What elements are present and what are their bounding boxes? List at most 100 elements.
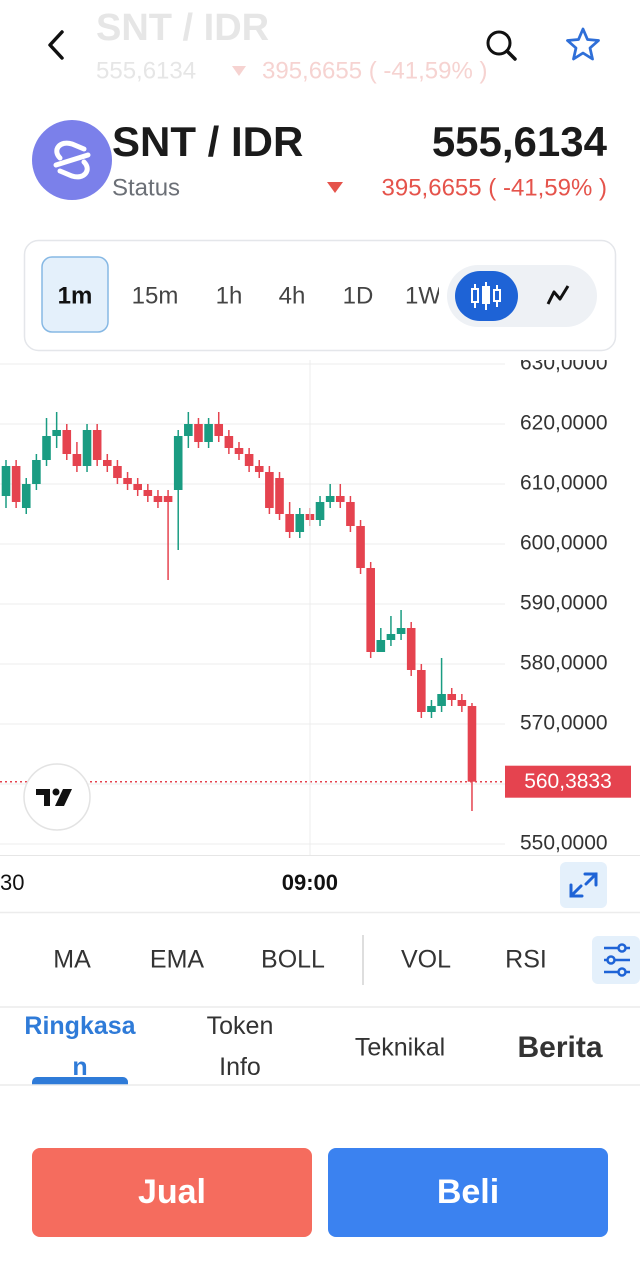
y-tick-label: 630,0000: [520, 352, 608, 375]
candle-body: [457, 700, 467, 706]
tab-label: Token Info: [206, 1012, 274, 1081]
candle-body: [376, 640, 386, 652]
candle-body: [52, 430, 61, 436]
candle-body: [103, 460, 112, 466]
expand-button[interactable]: [560, 862, 607, 908]
candle-body: [325, 496, 335, 502]
candle-body: [42, 436, 51, 460]
candle-body: [315, 502, 325, 520]
candle-body: [285, 514, 294, 532]
y-tick-label: 610,0000: [520, 472, 608, 495]
last-price-label: 560,3833: [524, 770, 612, 793]
candle-body: [265, 472, 274, 508]
top-price: 555,6134: [96, 57, 196, 84]
y-tick-label: 550,0000: [520, 832, 608, 855]
sell-button[interactable]: [32, 1148, 312, 1237]
candle-body: [386, 634, 396, 640]
candle-body: [295, 514, 305, 532]
candle-body: [234, 448, 244, 454]
y-tick-label: 580,0000: [520, 652, 608, 675]
timeframe[interactable]: 1W: [405, 282, 441, 309]
tab[interactable]: Ringkasan: [16, 1006, 144, 1080]
candle-body: [244, 454, 254, 466]
tab[interactable]: Teknikal: [355, 1034, 445, 1062]
candle-body: [346, 502, 355, 526]
timeframe[interactable]: 1m: [58, 282, 93, 309]
candle-body: [92, 430, 102, 460]
down-arrow: [327, 182, 343, 193]
indicator[interactable]: BOLL: [261, 946, 325, 974]
top-down-arrow: [232, 66, 246, 76]
pair-title: SNT / IDR: [112, 118, 303, 165]
candle-body: [72, 454, 82, 466]
candle-body: [204, 424, 213, 442]
x-tick-label: 30: [0, 870, 24, 895]
y-tick-label: 620,0000: [520, 412, 608, 435]
sell-label: Jual: [138, 1173, 206, 1211]
timeframe-selected: [41, 256, 109, 333]
chart: 550,0000560,0000570,0000580,0000590,0000…: [0, 352, 631, 895]
candle-body: [82, 430, 92, 466]
search-button[interactable]: [486, 30, 517, 61]
candle-body: [437, 694, 446, 706]
candle-body: [254, 466, 264, 472]
buy-label: Beli: [437, 1173, 499, 1211]
candle-body: [406, 628, 416, 670]
tradingview-logo[interactable]: [23, 763, 91, 831]
candle-body: [21, 484, 31, 508]
y-tick-label: 570,0000: [520, 712, 608, 735]
settings-icon: [604, 943, 630, 977]
timeframe[interactable]: 1D: [343, 282, 374, 309]
candle-body: [356, 526, 365, 568]
timeframes: 1m 15m 1h 4h 1D 1W: [58, 282, 441, 309]
candle-body: [123, 478, 132, 484]
candle-body: [194, 424, 203, 442]
search-icon: [486, 30, 512, 56]
timeframe[interactable]: 1h: [216, 282, 243, 309]
buy-button[interactable]: [328, 1148, 608, 1237]
candle-body: [62, 430, 72, 454]
candle-body: [184, 424, 193, 436]
candle-body: [153, 496, 163, 502]
token-logo-mark: [53, 140, 91, 180]
candle-body: [275, 478, 284, 514]
x-tick-label: 09:00: [282, 870, 338, 895]
y-tick-label: 590,0000: [520, 592, 608, 615]
candle-body: [214, 424, 224, 436]
candle-body: [447, 694, 457, 700]
last-price-box: [505, 765, 631, 798]
top-change: 395,6655 ( -41,59% ): [262, 57, 487, 84]
line-type-button[interactable]: [546, 285, 570, 305]
candle-body: [133, 484, 142, 490]
tab-label: Ringkasan: [24, 1012, 136, 1080]
timeframe[interactable]: 15m: [132, 282, 179, 309]
favorite-button[interactable]: [566, 27, 600, 61]
candle-body: [417, 670, 426, 712]
expand-icon: [569, 872, 598, 898]
token-name: Status: [112, 174, 180, 201]
price-change: 395,6655 ( -41,59% ): [382, 174, 607, 201]
candle-body: [113, 466, 122, 478]
candle-body: [396, 628, 406, 634]
indicator[interactable]: RSI: [505, 946, 547, 974]
candle-body: [335, 496, 345, 502]
top-title: SNT / IDR: [96, 7, 269, 49]
price: 555,6134: [432, 118, 608, 165]
candle-body: [173, 436, 183, 490]
indicator[interactable]: EMA: [150, 946, 205, 974]
candle-body: [143, 490, 153, 496]
candle-body: [163, 496, 173, 502]
indicator[interactable]: MA: [53, 946, 91, 974]
indicator[interactable]: VOL: [401, 946, 451, 974]
candle-body: [224, 436, 234, 448]
indicators: MA EMA BOLL VOL RSI: [53, 946, 547, 974]
candle-body: [32, 460, 41, 484]
candle-body: [467, 706, 477, 782]
tab[interactable]: Berita: [517, 1031, 602, 1064]
tab[interactable]: Token Info: [176, 1006, 304, 1088]
candle-icon: [471, 282, 501, 310]
candle-body: [366, 568, 375, 652]
timeframe[interactable]: 4h: [279, 282, 306, 309]
back-button[interactable]: [48, 30, 64, 60]
